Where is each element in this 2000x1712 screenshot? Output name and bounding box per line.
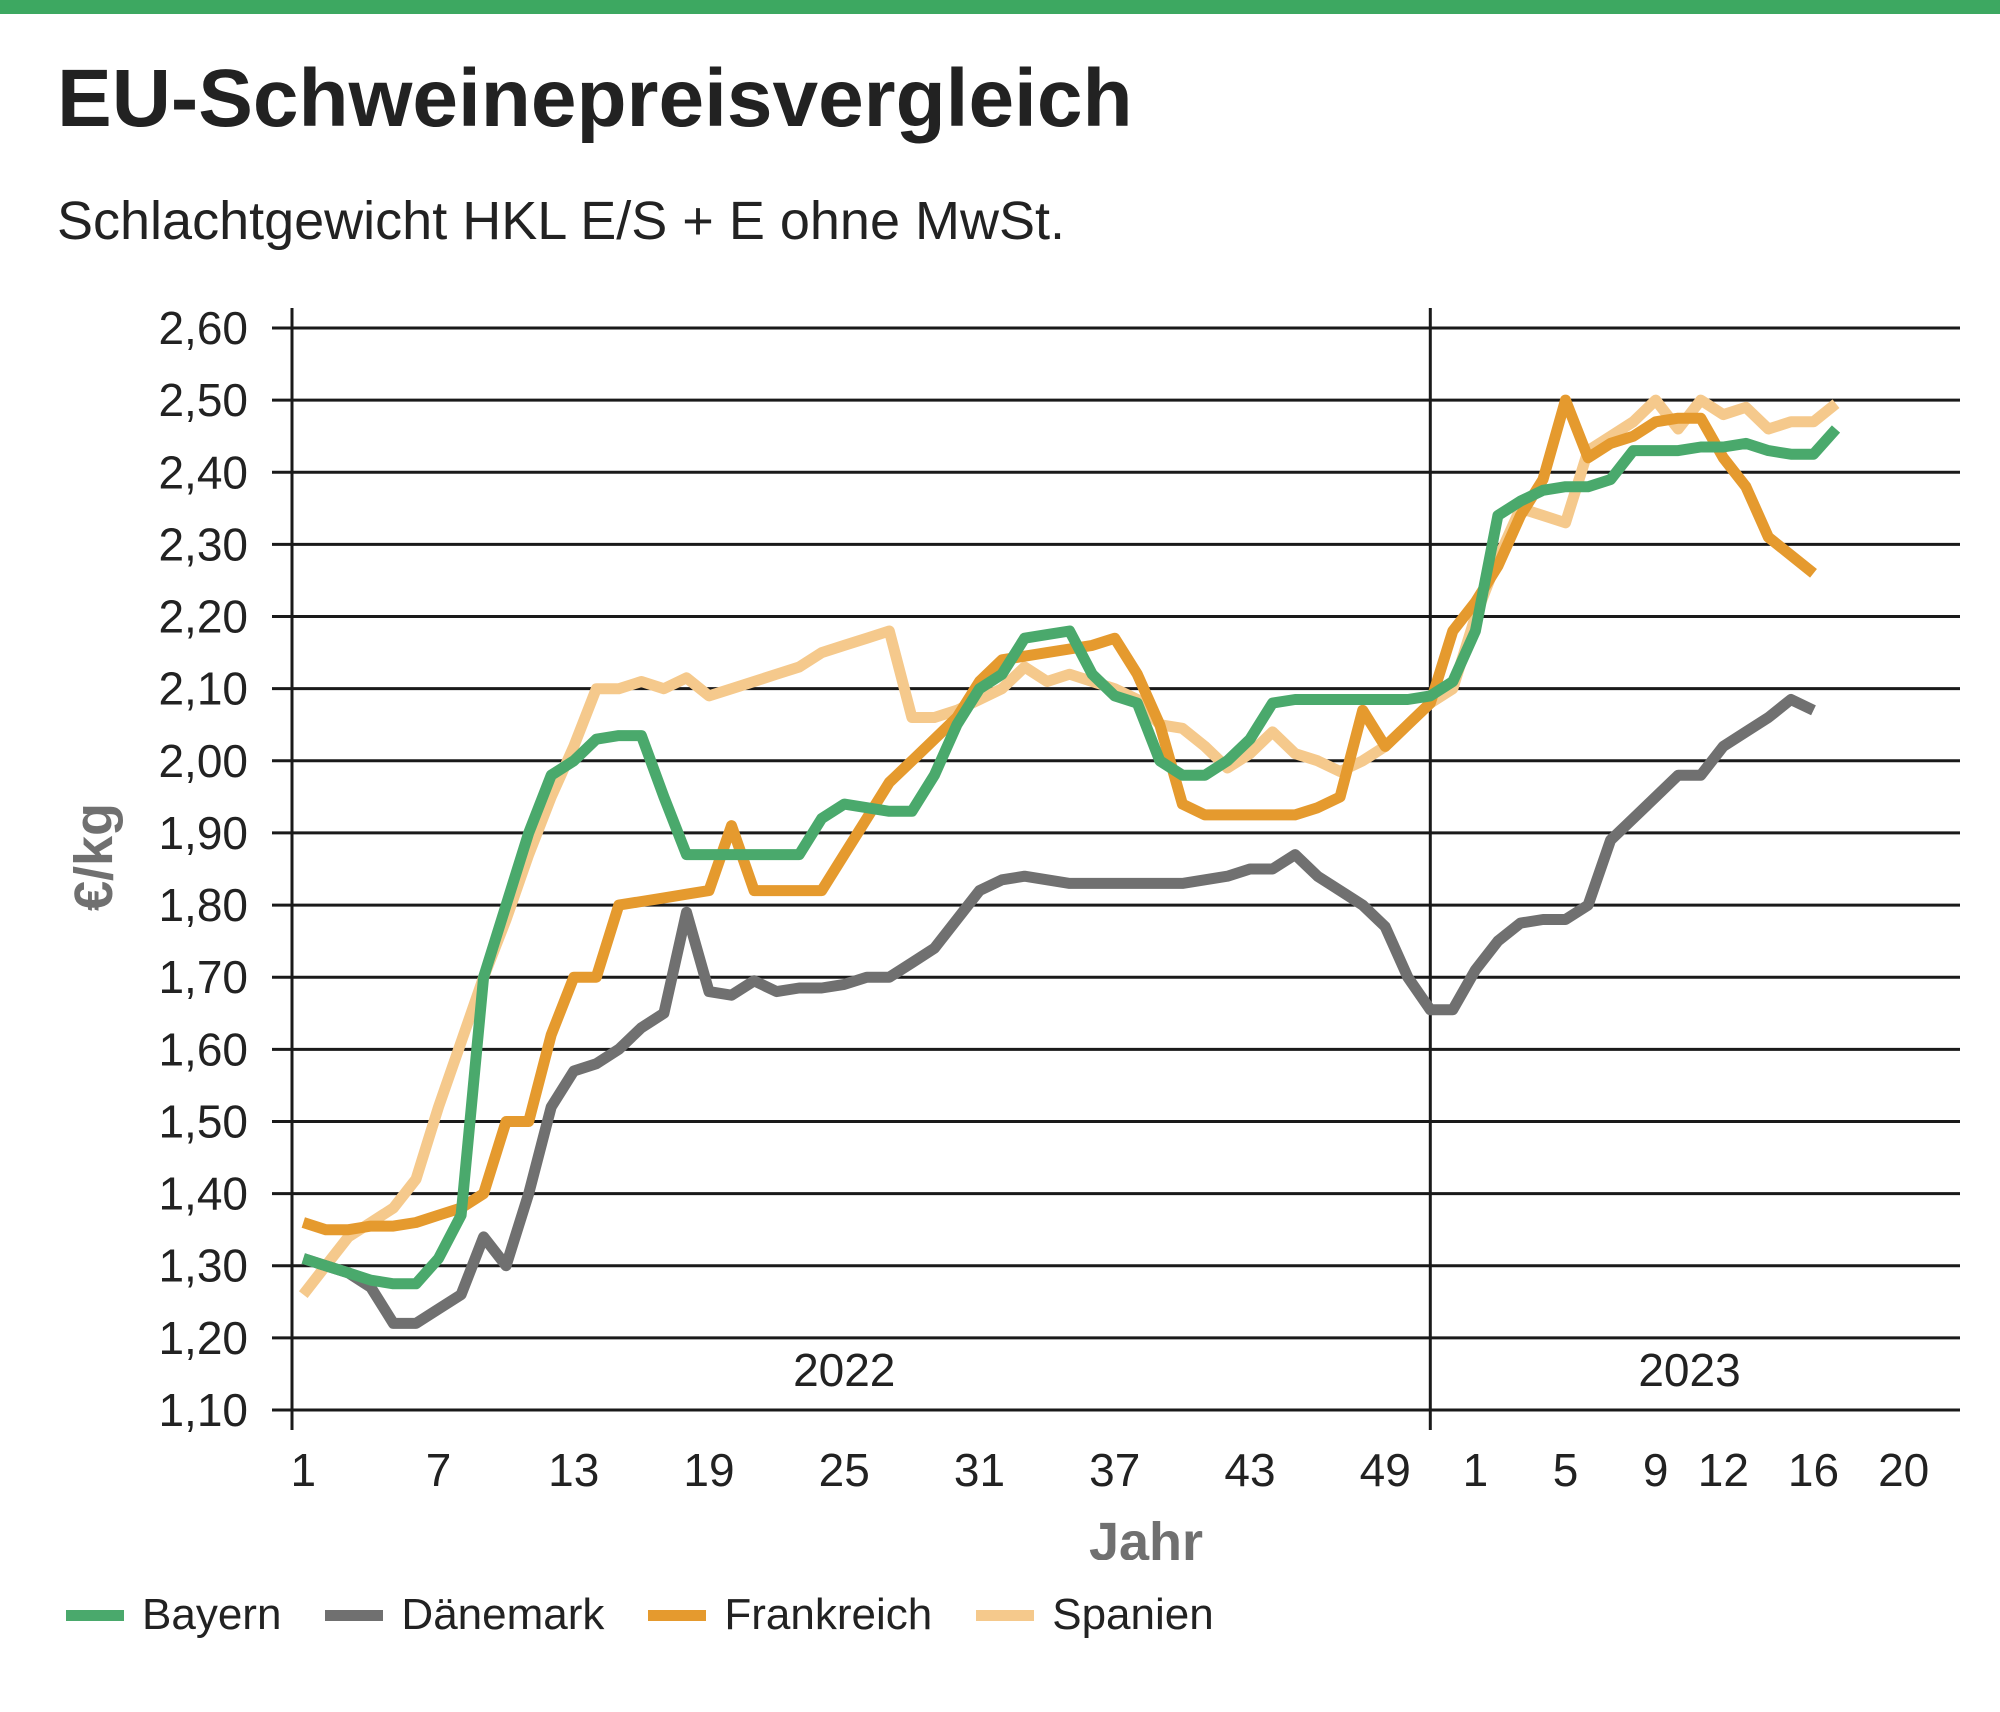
legend-label: Dänemark <box>401 1590 605 1639</box>
y-tick-label: 2,00 <box>158 735 248 787</box>
legend-label: Frankreich <box>724 1590 933 1639</box>
x-tick-label: 1 <box>290 1444 316 1496</box>
y-tick-label: 2,40 <box>158 446 248 498</box>
legend-swatch <box>66 1609 124 1621</box>
top-accent-bar <box>0 0 2000 14</box>
year-label: 2022 <box>793 1344 895 1396</box>
x-tick-label: 5 <box>1553 1444 1579 1496</box>
line-chart: 2,60 2,50 2,40 2,30 2,20 2,10 2,00 1,90 1,80 1,70… <box>64 302 1960 1560</box>
y-tick-label: 1,90 <box>158 807 248 859</box>
year-label: 2023 <box>1638 1344 1740 1396</box>
legend-swatch <box>648 1609 707 1621</box>
x-tick-label: 25 <box>819 1444 870 1496</box>
series-line-daenemark <box>301 694 1816 1329</box>
legend-swatch <box>325 1609 384 1621</box>
x-tick-label: 13 <box>548 1444 599 1496</box>
x-tick-label: 49 <box>1360 1444 1411 1496</box>
y-tick-label: 2,10 <box>158 663 248 715</box>
y-tick-label: 1,70 <box>158 951 248 1003</box>
y-tick-label: 1,50 <box>158 1095 248 1147</box>
y-tick-label: 2,60 <box>158 302 248 354</box>
y-tick-label: 2,30 <box>158 518 248 570</box>
y-axis-title: €/kg <box>64 803 124 911</box>
series-line-frankreich <box>301 394 1817 1236</box>
legend-label: Spanien <box>1052 1590 1214 1639</box>
legend-label: Bayern <box>142 1590 282 1639</box>
x-axis-title: Jahr <box>1089 1512 1203 1560</box>
legend: Bayern Dänemark Frankreich Spanien <box>66 1590 1258 1640</box>
series-line-spanien <box>298 394 1840 1298</box>
legend-item: Dänemark <box>325 1590 604 1640</box>
legend-item: Frankreich <box>648 1590 932 1640</box>
y-tick-label: 1,30 <box>158 1240 248 1292</box>
x-tick-label: 12 <box>1698 1444 1749 1496</box>
series-lines <box>298 394 1841 1329</box>
legend-swatch <box>976 1609 1035 1621</box>
x-tick-label: 43 <box>1224 1444 1275 1496</box>
y-tick-label: 2,50 <box>158 374 248 426</box>
legend-item: Spanien <box>976 1590 1214 1640</box>
x-tick-label: 1 <box>1463 1444 1489 1496</box>
grid <box>272 326 1960 1412</box>
x-tick-label: 9 <box>1643 1444 1669 1496</box>
y-tick-label: 1,10 <box>158 1384 248 1436</box>
x-tick-label: 7 <box>426 1444 452 1496</box>
y-tick-label: 1,20 <box>158 1312 248 1364</box>
y-tick-label: 1,80 <box>158 879 248 931</box>
chart-subtitle: Schlachtgewicht HKL E/S + E ohne MwSt. <box>57 191 1065 251</box>
x-tick-label: 31 <box>954 1444 1005 1496</box>
x-tick-label: 16 <box>1788 1444 1839 1496</box>
x-tick-label: 20 <box>1878 1444 1929 1496</box>
y-tick-label: 2,20 <box>158 591 248 643</box>
series-line-bayern <box>301 425 1841 1290</box>
chart-title: EU-Schweinepreisvergleich <box>57 53 1133 144</box>
x-tick-label: 37 <box>1089 1444 1140 1496</box>
x-tick-label: 19 <box>683 1444 734 1496</box>
y-tick-label: 1,60 <box>158 1023 248 1075</box>
axis-labels: 2,60 2,50 2,40 2,30 2,20 2,10 2,00 1,90 1,80 1,70… <box>64 302 1929 1560</box>
axes <box>290 308 1432 1430</box>
legend-item: Bayern <box>66 1590 281 1640</box>
y-tick-label: 1,40 <box>158 1168 248 1220</box>
